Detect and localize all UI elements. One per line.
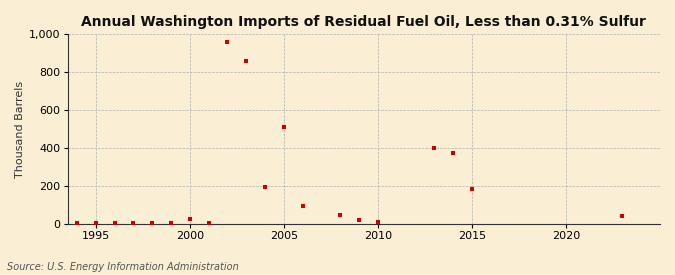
Point xyxy=(165,221,176,226)
Point xyxy=(373,219,383,224)
Point xyxy=(241,59,252,63)
Point xyxy=(297,204,308,208)
Point xyxy=(448,150,458,155)
Point xyxy=(222,40,233,44)
Point xyxy=(617,214,628,218)
Point xyxy=(147,221,158,226)
Point xyxy=(72,221,82,226)
Text: Source: U.S. Energy Information Administration: Source: U.S. Energy Information Administ… xyxy=(7,262,238,272)
Point xyxy=(90,221,101,226)
Y-axis label: Thousand Barrels: Thousand Barrels xyxy=(15,81,25,178)
Point xyxy=(203,221,214,225)
Point xyxy=(354,218,364,222)
Point xyxy=(260,185,271,189)
Point xyxy=(466,187,477,191)
Point xyxy=(279,125,290,129)
Title: Annual Washington Imports of Residual Fuel Oil, Less than 0.31% Sulfur: Annual Washington Imports of Residual Fu… xyxy=(82,15,646,29)
Point xyxy=(184,217,195,221)
Point xyxy=(128,221,139,226)
Point xyxy=(429,146,439,150)
Point xyxy=(109,221,120,226)
Point xyxy=(335,213,346,218)
